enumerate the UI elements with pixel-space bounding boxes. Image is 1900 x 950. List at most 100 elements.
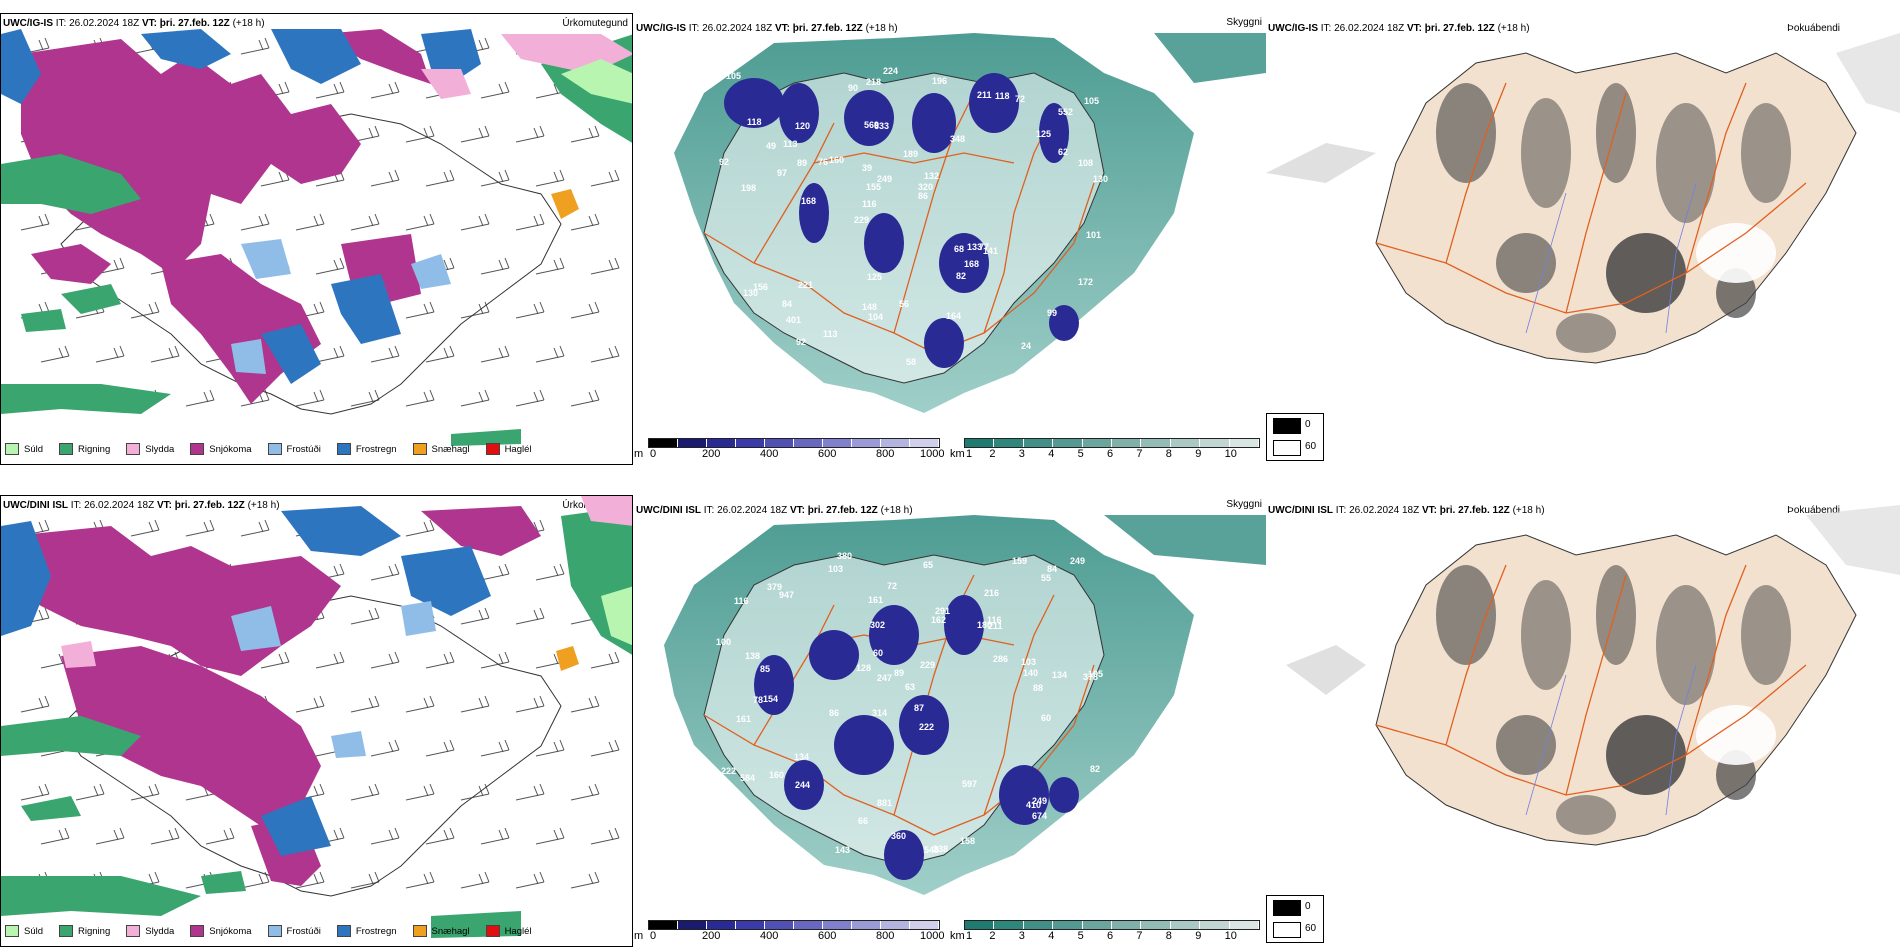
cloud-height-label: 148 xyxy=(862,302,877,312)
colorbar-tick: 4 xyxy=(1048,930,1055,942)
wind-barb xyxy=(350,389,380,407)
cloud-height-label: 40 xyxy=(1073,806,1083,816)
cloud-height-label: 118 xyxy=(995,91,1010,101)
cloud-height-label: 49 xyxy=(766,141,776,151)
cloud-height-label: 55 xyxy=(1041,573,1051,583)
colorbar-segment xyxy=(1229,439,1260,447)
wind-barb xyxy=(240,37,270,55)
colorbar-segment xyxy=(1112,921,1142,929)
visibility-map-graphic: 222 198 552 229 348 707 569 189 156 160 333 401 633 1… xyxy=(674,33,1266,413)
wind-barb xyxy=(315,345,345,363)
cloud-height-label: 118 xyxy=(747,117,762,127)
wind-barb xyxy=(295,213,325,231)
colorbar-tick: 800 xyxy=(876,930,895,942)
colorbar-segment xyxy=(765,439,794,447)
colorbar-segment xyxy=(994,439,1024,447)
cloud-height-label: 108 xyxy=(1078,158,1093,168)
wind-barb xyxy=(130,783,160,801)
fog-legend-light-swatch xyxy=(1273,922,1301,938)
cloud-height-label: 65 xyxy=(923,560,933,570)
cloud-height-label: 86 xyxy=(918,191,928,201)
wind-barb xyxy=(570,695,600,713)
cloud-height-label: 401 xyxy=(786,315,801,325)
legend-swatch xyxy=(190,443,205,455)
wind-barb xyxy=(480,739,510,757)
cloud-height-label: 56 xyxy=(899,299,909,309)
cloud-height-label: 72 xyxy=(887,581,897,591)
legend-item: Súld xyxy=(5,925,43,937)
legend-label: Rigning xyxy=(78,443,111,455)
colorbar-segment xyxy=(965,439,995,447)
colorbar-tick: 0 xyxy=(650,930,657,942)
cloud-height-label: 130 xyxy=(743,288,758,298)
wind-barb xyxy=(370,651,400,669)
cloud-height-label: 84 xyxy=(782,299,792,309)
colorbar-segment xyxy=(678,921,707,929)
cloud-height-label: 85 xyxy=(724,314,734,324)
legend-label: Slydda xyxy=(145,443,175,455)
cloud-height-label: 133 xyxy=(967,242,982,252)
wind-barb xyxy=(370,169,400,187)
wind-barb xyxy=(515,301,545,319)
cloud-height-label: 380 xyxy=(837,551,852,561)
colorbar-segment xyxy=(765,921,794,929)
colorbar-unit: km xyxy=(950,930,965,942)
cloud-height-label: 141 xyxy=(983,246,998,256)
legend-label: Haglél xyxy=(504,443,532,455)
panel-header: UWC/DINI ISL IT: 26.02.2024 18Z VT: þri.… xyxy=(636,505,913,516)
cloud-height-label: 633 xyxy=(874,121,889,131)
colorbar-segment xyxy=(707,439,736,447)
fog-legend-light-label: 60 xyxy=(1305,441,1317,452)
cloud-height-label: 378 xyxy=(1083,672,1098,682)
cloud-height-label: 159 xyxy=(1012,556,1027,566)
rivers xyxy=(1525,182,1697,334)
panel-header: UWC/IG-IS IT: 26.02.2024 18Z VT: þri. 27… xyxy=(636,23,898,34)
wind-barb xyxy=(405,213,435,231)
clear-area xyxy=(1696,705,1776,765)
visibility-map-bottom: UWC/DINI ISL IT: 26.02.2024 18Z VT: þri.… xyxy=(634,495,1266,947)
colorbar-tick: 8 xyxy=(1165,448,1172,460)
distance-colorbar: km 1 2 3 4 5 6 7 8 9 10 xyxy=(950,920,1264,946)
cloud-height-label: 120 xyxy=(795,121,810,131)
wind-barb xyxy=(425,651,455,669)
cloud-height-label: 154 xyxy=(763,694,778,704)
colorbar-segment xyxy=(649,921,678,929)
colorbar-tick: 600 xyxy=(818,930,837,942)
wind-barb xyxy=(40,827,70,845)
colorbar-segment xyxy=(1023,921,1054,929)
frz-drizzle-areas xyxy=(231,239,451,374)
colorbar-segment xyxy=(1053,921,1083,929)
cloud-height-label: 140 xyxy=(1023,668,1038,678)
frz-rain-areas xyxy=(1,506,491,856)
wind-barb xyxy=(150,345,180,363)
cloud-height-label: 88 xyxy=(1033,683,1043,693)
cloud-height-label: 101 xyxy=(1086,230,1101,240)
legend-swatch xyxy=(126,443,141,455)
wind-barb xyxy=(315,257,345,275)
fog-index-map-bottom: UWC/DINI ISL IT: 26.02.2024 18Z VT: þri.… xyxy=(1266,495,1900,947)
legend-item: Snjókoma xyxy=(190,925,252,937)
wind-barb xyxy=(515,125,545,143)
wind-barb xyxy=(295,695,325,713)
legend-item: Snæhagl xyxy=(412,443,470,455)
wind-barb xyxy=(590,739,620,757)
wind-barb xyxy=(535,827,565,845)
colorbar-segment xyxy=(678,439,707,447)
panel-title: Skyggni xyxy=(1226,499,1262,510)
legend-swatch xyxy=(59,925,74,937)
colorbar-segment xyxy=(649,439,678,447)
cloud-height-label: 333 xyxy=(725,328,740,338)
legend-swatch xyxy=(267,925,282,937)
wind-barb xyxy=(350,213,380,231)
cloud-height-label: 160 xyxy=(829,155,844,165)
wind-barb xyxy=(480,169,510,187)
land-white xyxy=(704,73,1104,383)
legend-label: Frostúði xyxy=(286,443,321,455)
cloud-height-label: 90 xyxy=(848,83,858,93)
cloud-height-label: 199 xyxy=(758,350,773,360)
colorbar-tick: 1000 xyxy=(920,930,945,942)
wind-barb xyxy=(570,301,600,319)
cloud-height-label: 162 xyxy=(931,615,946,625)
wind-barb xyxy=(590,345,620,363)
cloud-height-label: 674 xyxy=(1032,811,1047,821)
